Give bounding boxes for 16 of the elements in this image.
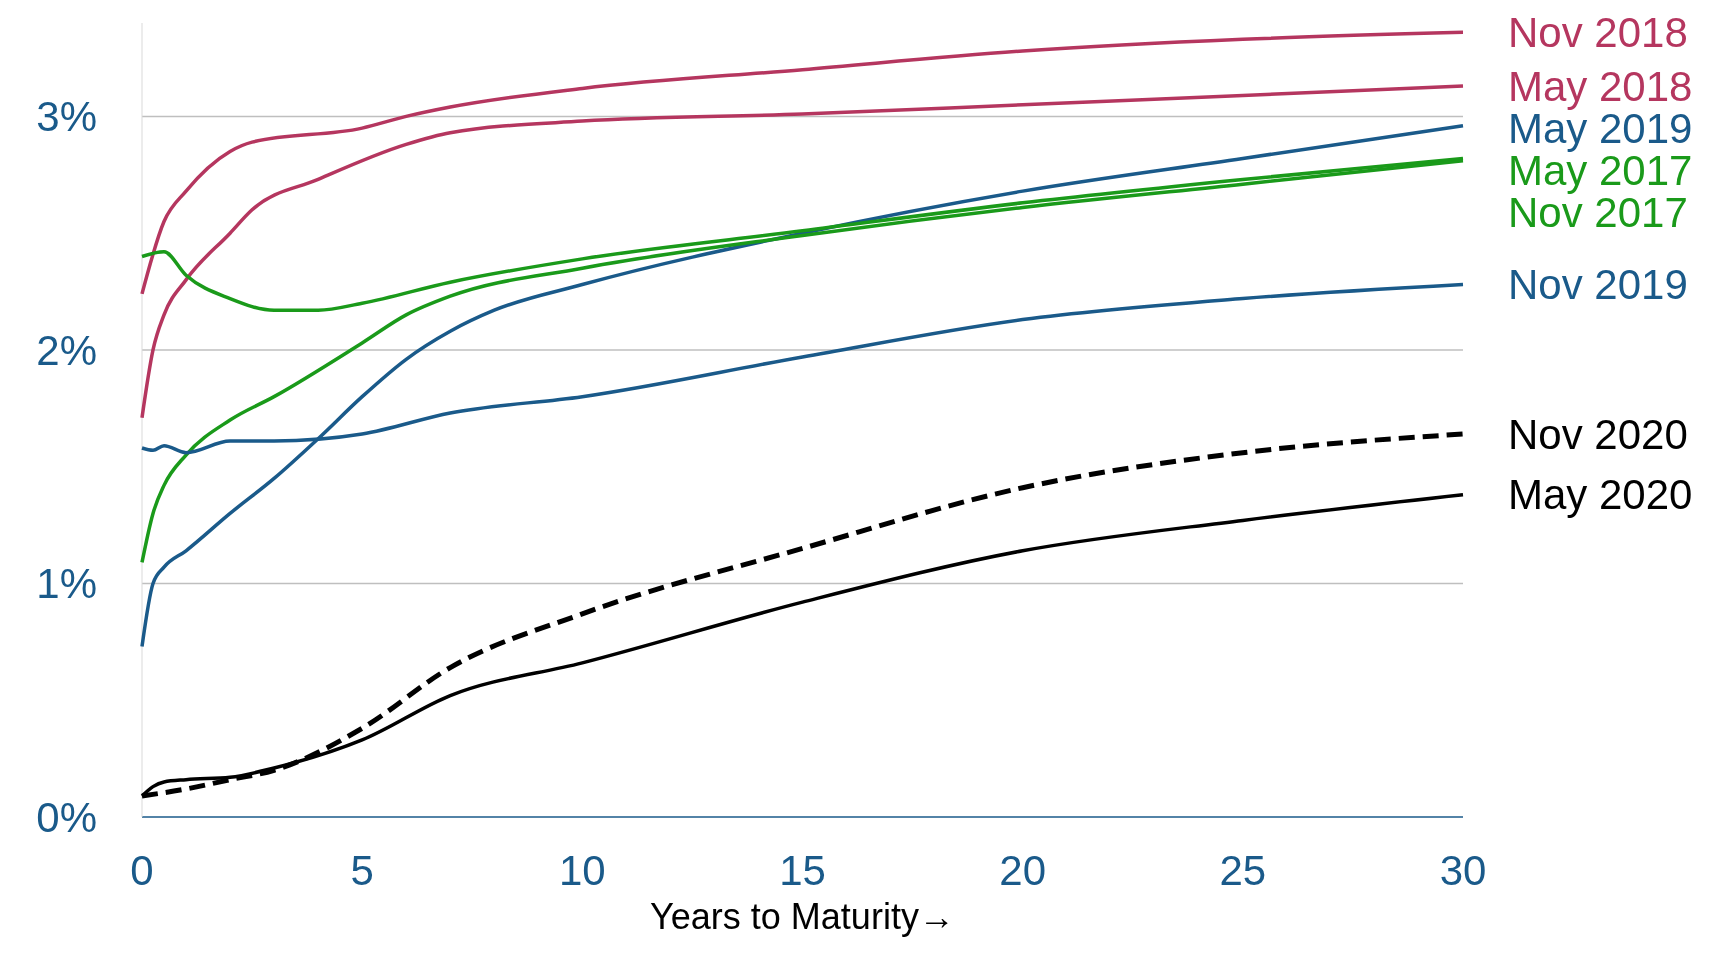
x-tick-label: 0 [130, 847, 154, 894]
x-axis-title: Years to Maturity→ [650, 896, 955, 937]
series-label: Nov 2018 [1508, 9, 1688, 57]
y-tick-label: 0% [36, 793, 97, 841]
x-tick-label: 30 [1439, 847, 1487, 894]
x-tick-label: 20 [999, 847, 1047, 894]
series-label: May 2020 [1508, 471, 1693, 519]
y-tick-label: 3% [36, 93, 97, 141]
y-tick-label: 1% [36, 560, 97, 608]
y-tick-label: 2% [36, 326, 97, 374]
x-tick-label: 15 [779, 847, 826, 894]
x-tick-label: 25 [1219, 847, 1267, 894]
series-label: Nov 2020 [1508, 410, 1688, 458]
series-label: Nov 2019 [1508, 261, 1688, 309]
x-tick-label: 5 [350, 847, 374, 894]
x-tick-label: 10 [558, 847, 606, 894]
